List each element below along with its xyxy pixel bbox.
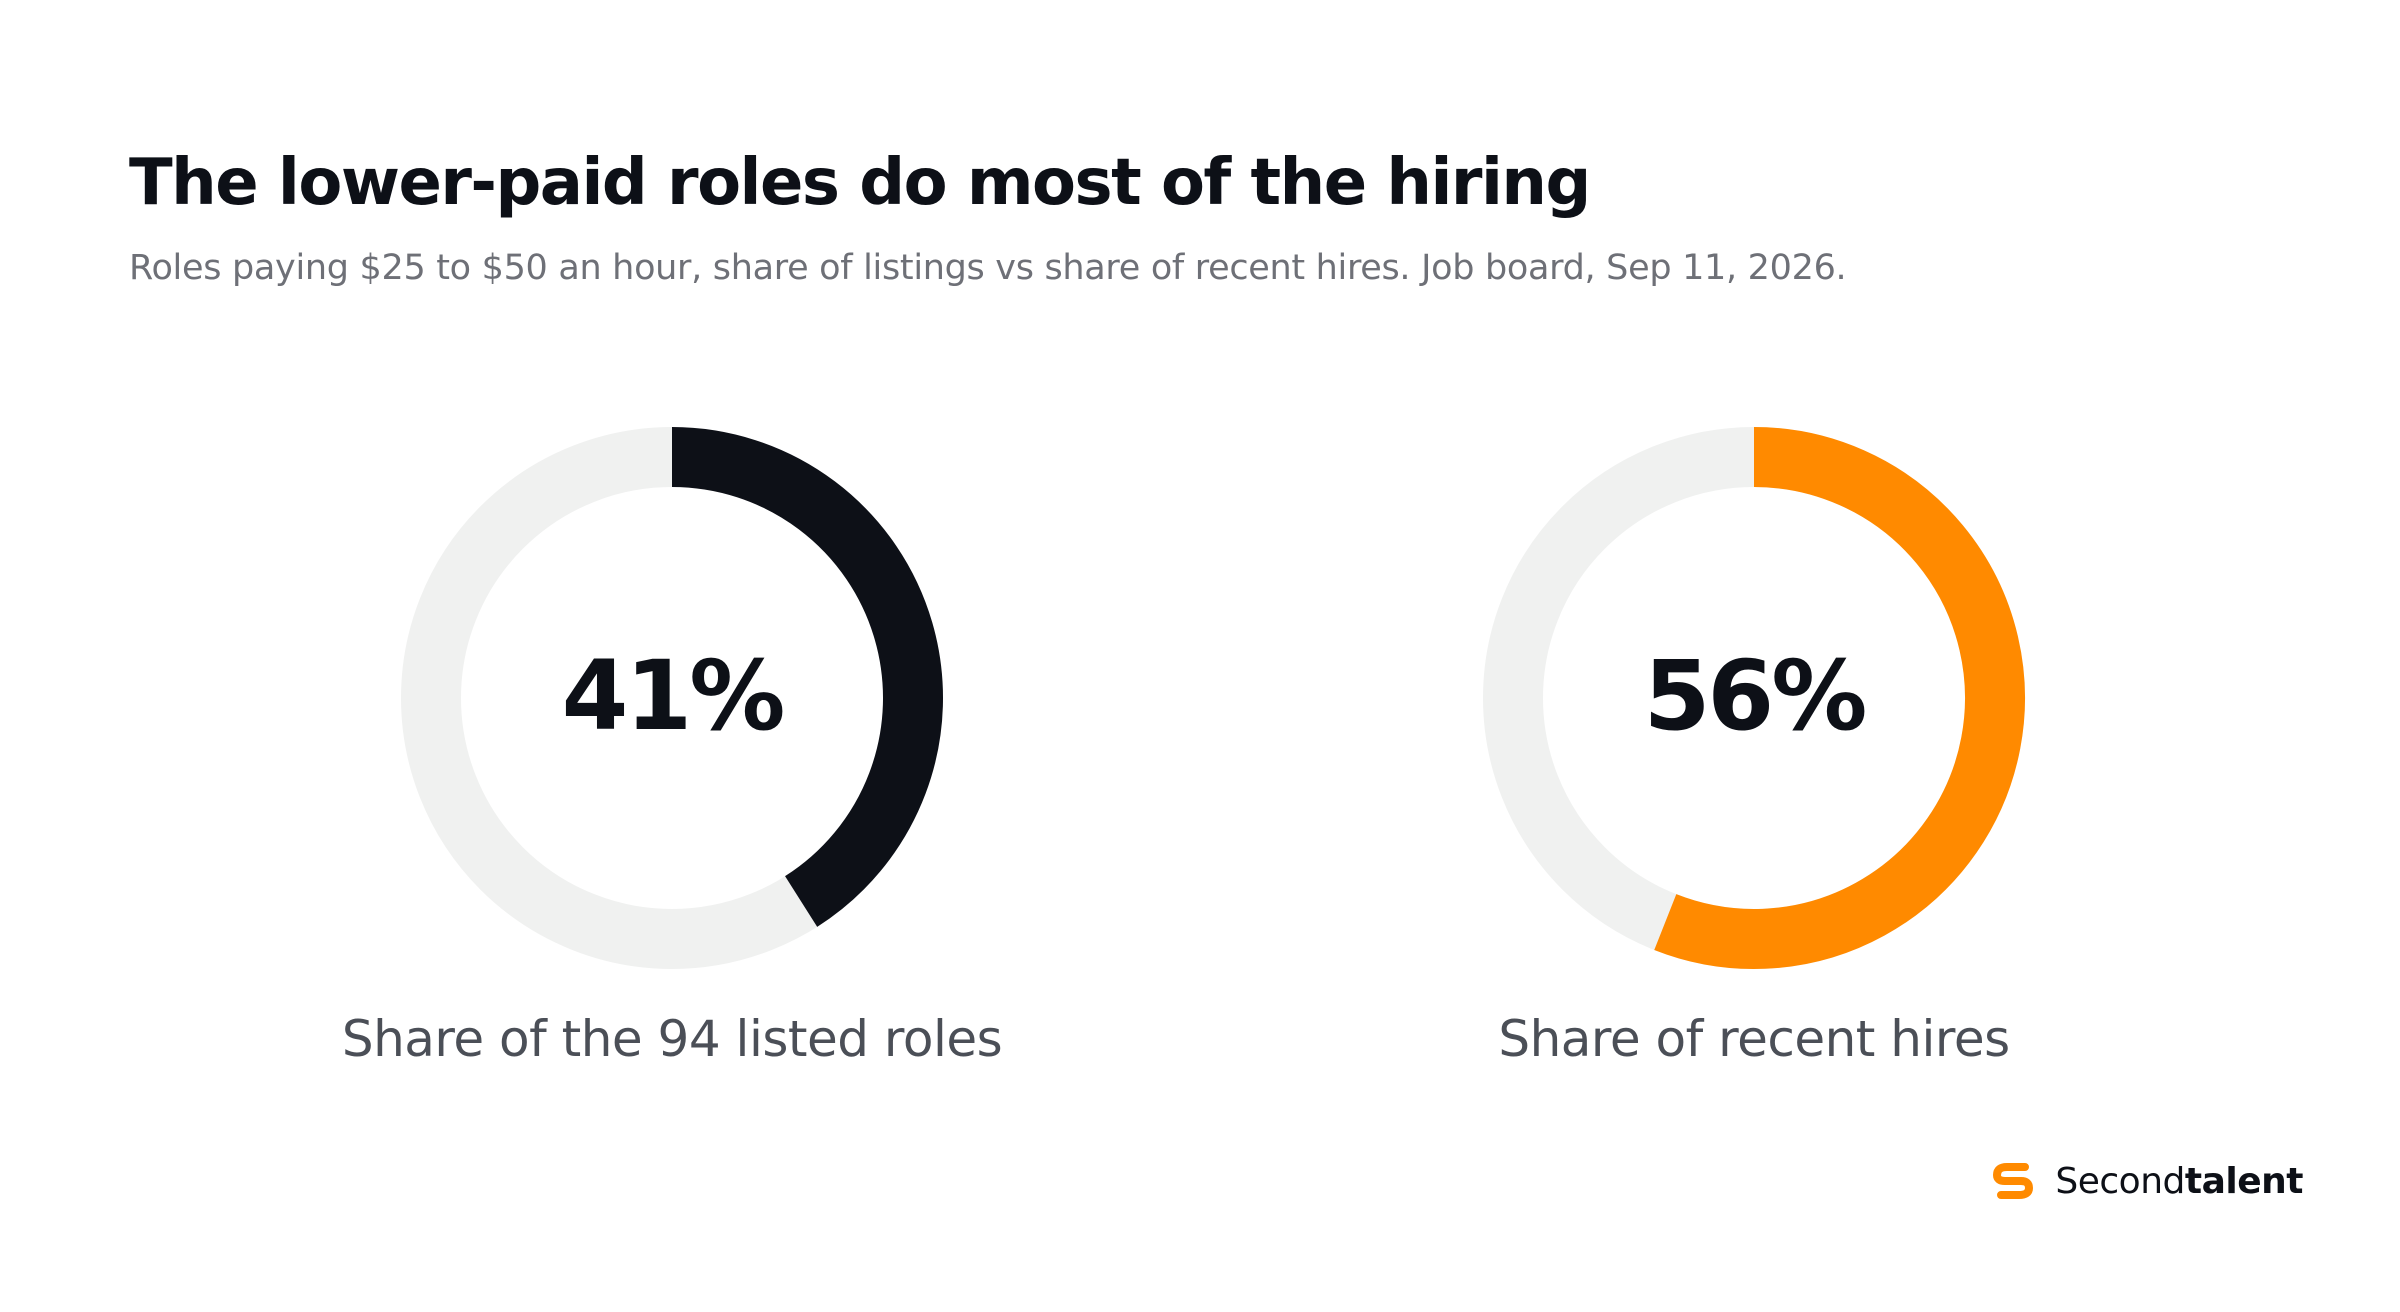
secondtalent-logo-icon xyxy=(1993,1163,2034,1199)
donut-arc-hires xyxy=(1654,427,2025,969)
donut-label-listings: Share of the 94 listed roles xyxy=(341,1010,1003,1068)
brand-name: Secondtalent xyxy=(2055,1161,2303,1202)
brand-name-bold: talent xyxy=(2184,1160,2304,1202)
chart-title: The lower-paid roles do most of the hiri… xyxy=(129,146,1591,220)
donut-chart-listings xyxy=(401,427,943,969)
brand-name-light: Second xyxy=(2055,1160,2185,1202)
brand: Secondtalent xyxy=(1985,1153,2304,1209)
donut-arc-listings xyxy=(671,427,943,927)
donut-value-hires: 56% xyxy=(1643,640,1868,752)
donut-value-listings: 41% xyxy=(561,640,786,752)
donut-label-hires: Share of recent hires xyxy=(1498,1010,2010,1068)
chart-subtitle: Roles paying $25 to $50 an hour, share o… xyxy=(129,248,1847,288)
donut-chart-hires xyxy=(1483,427,2025,969)
